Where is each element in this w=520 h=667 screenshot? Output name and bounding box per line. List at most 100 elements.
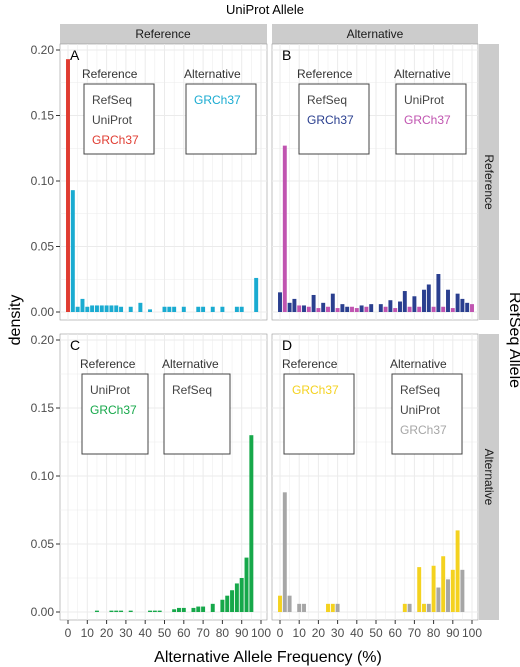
bar [436,587,441,612]
bar [426,603,431,612]
bar [148,610,153,612]
legend-item: GRCh37 [404,113,451,127]
bar [302,305,306,312]
bar [446,579,450,612]
legend-item: GRCh37 [307,113,354,127]
legend-item: UniProt [92,113,133,127]
bar [455,530,460,612]
bar [201,306,206,312]
legend-box [83,83,155,155]
bar [302,603,306,612]
bar [119,306,124,312]
x-tick-label: 70 [408,626,422,640]
legend-item: UniProt [90,383,131,397]
bar [378,304,383,312]
bar [359,305,364,312]
legend-box [81,373,149,455]
bar [350,306,354,312]
bar [138,302,143,312]
x-axis-title: Alternative Allele Frequency (%) [154,649,382,666]
bar [388,300,393,312]
x-tick-label: 60 [389,626,403,640]
bar [230,590,235,612]
bar [460,298,465,312]
bar [417,306,422,312]
y-tick-label: 0.00 [31,605,55,619]
bar [335,603,340,612]
row-strip-reference [479,44,499,320]
bar [220,599,225,612]
bar [450,569,455,612]
bar [460,569,465,612]
legend-item: UniProt [404,93,445,107]
bar [181,306,186,312]
bar [402,291,407,312]
legend-heading: Alternative [390,357,447,371]
bar [128,306,133,312]
bar [417,567,422,612]
x-tick-label: 20 [100,626,114,640]
row-strip-alternative [479,334,499,620]
row-strip-alternative-label: Alternative [482,449,496,506]
bar [278,595,282,612]
bar [287,302,292,312]
y-axis-title: density [7,295,24,346]
bar [364,306,369,312]
top-facet-title: UniProt Allele [226,2,304,17]
right-facet-title: RefSeq Allele [506,292,520,388]
bar [282,145,287,312]
bar [470,304,474,312]
bar [446,289,450,312]
legend-heading: Alternative [184,67,241,81]
y-tick-label: 0.10 [31,174,55,188]
x-tick-label: 40 [139,626,153,640]
column-strip-reference [60,24,267,44]
bar [465,302,470,312]
bar [172,306,177,312]
y-tick-label: 0.00 [31,305,55,319]
bar [210,306,215,312]
bar [311,294,316,312]
bar [431,306,436,312]
panel-letter-b: B [282,47,291,63]
x-tick-label: 10 [81,626,95,640]
bar [292,298,297,312]
bar [369,304,374,312]
bar [326,603,330,612]
x-tick-label: 40 [350,626,364,640]
legend-box [185,83,257,155]
x-tick-label: 0 [65,626,72,640]
legend-box [298,83,370,155]
bar [340,304,345,312]
column-strip-alternative-label: Alternative [347,27,404,41]
legend-item: GRCh37 [400,423,447,437]
bar [254,277,259,312]
legend-item: GRCh37 [92,133,139,147]
x-tick-label: 70 [196,626,210,640]
legend-heading: Reference [282,357,338,371]
bar [426,284,431,312]
bar [321,302,326,312]
bar [114,610,119,612]
bar [450,308,455,312]
row-strip-reference-label: Reference [482,154,496,210]
legend-box [283,373,355,455]
bar [220,306,225,312]
bar [234,306,239,312]
legend-heading: Reference [80,357,136,371]
bar [94,610,99,612]
bar [201,606,206,612]
legend-box [391,373,463,455]
legend-item: GRCh37 [292,383,339,397]
y-tick-label: 0.10 [31,469,55,483]
bar [422,603,426,612]
x-tick-label: 30 [331,626,345,640]
bar [244,557,249,612]
legend-item: RefSeq [92,93,132,107]
legend-box [163,373,231,455]
bar [407,603,412,612]
legend-item: GRCh37 [90,403,137,417]
facet-panels: AReferenceRefSeqUniProtGRCh37Alternative… [31,43,483,640]
